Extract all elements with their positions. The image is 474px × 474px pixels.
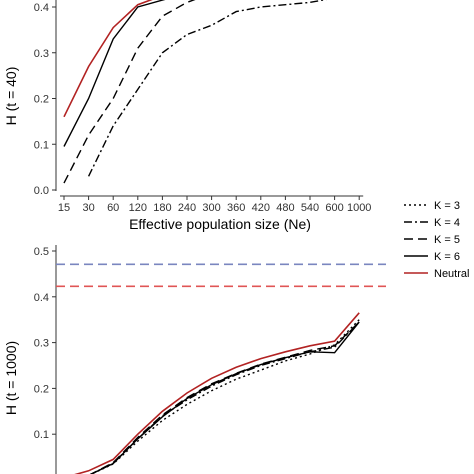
y-tick-label: 0.5	[34, 246, 49, 258]
legend-label: K = 4	[434, 217, 460, 229]
series-line-k-4	[89, 321, 360, 474]
legend-label: K = 6	[434, 251, 460, 263]
series-line-k-5	[89, 321, 360, 474]
x-tick-label: 600	[325, 202, 343, 214]
series-line-k-4	[87, 0, 328, 177]
y-tick-label: 0.3	[34, 48, 49, 60]
y-tick-label: 0.4	[34, 2, 49, 14]
x-tick-label: 1000	[347, 202, 371, 214]
series-line-neutral	[74, 312, 360, 474]
series-line-k-6	[63, 0, 166, 147]
y-axis-label: H (t = 1000)	[3, 341, 19, 415]
x-tick-label: 540	[301, 202, 319, 214]
x-tick-label: 30	[82, 202, 94, 214]
series-line-k-6	[89, 321, 360, 474]
series-line-k-3	[89, 319, 360, 474]
legend-label: Neutral	[434, 268, 469, 280]
y-tick-label: 0.2	[34, 383, 49, 395]
x-tick-label: 300	[202, 202, 220, 214]
legend: K = 3 K = 4 K = 5 K = 6 Neutral	[404, 200, 469, 280]
x-tick-label: 480	[276, 202, 294, 214]
legend-label: K = 5	[434, 234, 460, 246]
y-tick-label: 0.1	[34, 429, 49, 441]
legend-label: K = 3	[434, 200, 460, 212]
y-tick-label: 0.3	[34, 338, 49, 350]
series-line-neutral	[63, 0, 153, 118]
y-tick-label: 0.4	[34, 292, 49, 304]
y-tick-label: 0.1	[34, 139, 49, 151]
y-axis-label: H (t = 40)	[3, 67, 19, 126]
top-panel: 0.0 0.1 0.2 0.3 0.4 H (t = 40) 15 30 60 120 180 240…	[3, 0, 371, 232]
x-axis-label: Effective population size (Ne)	[129, 216, 311, 232]
x-tick-label: 240	[178, 202, 196, 214]
x-tick-label: 120	[129, 202, 147, 214]
x-tick-label: 420	[252, 202, 270, 214]
x-tick-label: 60	[107, 202, 119, 214]
series-line-k-5	[63, 0, 196, 184]
x-tick-label: 360	[227, 202, 245, 214]
y-tick-label: 0.0	[34, 185, 49, 197]
x-tick-label: 180	[153, 202, 171, 214]
x-tick-label: 15	[58, 202, 70, 214]
bottom-panel: 0.1 0.2 0.3 0.4 0.5 H (t = 1000)	[3, 245, 386, 474]
y-tick-label: 0.2	[34, 94, 49, 106]
